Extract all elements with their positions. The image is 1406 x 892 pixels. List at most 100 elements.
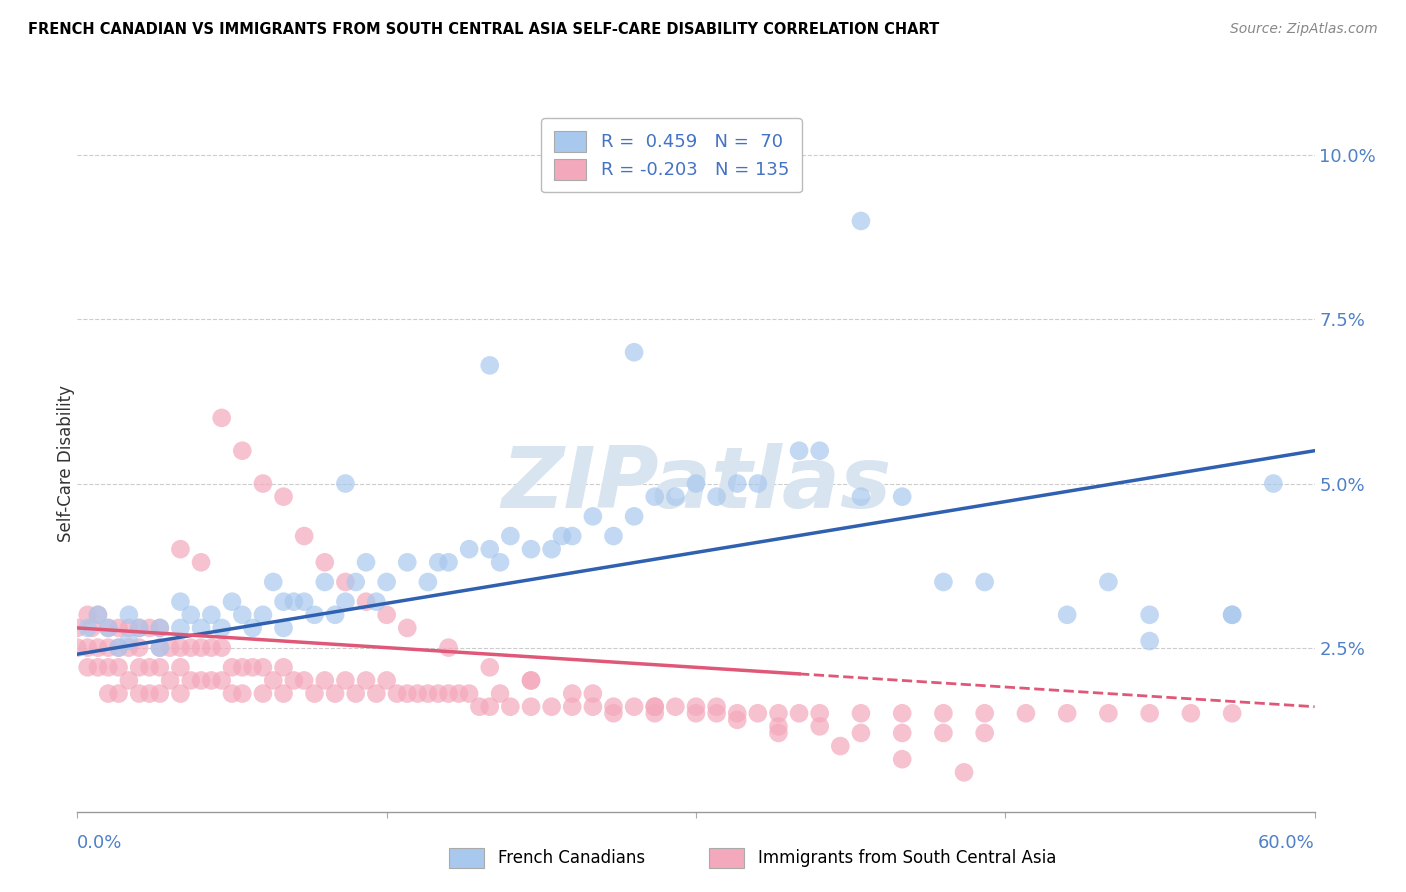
Legend: R =  0.459   N =  70, R = -0.203   N = 135: R = 0.459 N = 70, R = -0.203 N = 135 <box>541 118 801 193</box>
Point <box>323 687 346 701</box>
Point <box>262 673 284 688</box>
Point <box>118 621 141 635</box>
Point <box>159 640 181 655</box>
Point <box>1220 607 1243 622</box>
Point <box>107 640 129 655</box>
Point <box>830 739 852 753</box>
Point <box>725 706 748 721</box>
Point <box>344 574 367 589</box>
Point <box>540 542 562 557</box>
Point <box>76 607 98 622</box>
Point <box>1220 607 1243 622</box>
Point <box>1056 607 1078 622</box>
Point <box>242 621 264 635</box>
Point <box>366 595 388 609</box>
Point <box>66 621 89 635</box>
Point <box>1097 574 1119 589</box>
Point <box>706 490 728 504</box>
Point <box>354 555 377 569</box>
Point <box>375 607 398 622</box>
Point <box>1139 607 1161 622</box>
Point <box>582 509 605 524</box>
Point <box>149 660 172 674</box>
Point <box>107 660 129 674</box>
Point <box>273 621 295 635</box>
Point <box>437 555 460 569</box>
Point <box>973 574 995 589</box>
Point <box>128 660 150 674</box>
Point <box>582 699 605 714</box>
Point <box>304 687 326 701</box>
Point <box>211 410 233 425</box>
Point <box>190 621 212 635</box>
Text: Immigrants from South Central Asia: Immigrants from South Central Asia <box>758 849 1056 867</box>
Point <box>447 687 470 701</box>
Point <box>190 673 212 688</box>
Point <box>478 542 501 557</box>
Point <box>427 555 450 569</box>
Point <box>561 687 583 701</box>
Point <box>76 640 98 655</box>
Point <box>169 640 191 655</box>
Point <box>540 699 562 714</box>
Point <box>849 214 872 228</box>
Point <box>747 476 769 491</box>
Point <box>354 673 377 688</box>
Point <box>375 673 398 688</box>
Point <box>323 607 346 622</box>
Point <box>808 443 831 458</box>
Point <box>354 595 377 609</box>
Point <box>375 574 398 589</box>
Point <box>664 699 686 714</box>
Point <box>169 660 191 674</box>
Point <box>685 699 707 714</box>
Point <box>283 673 305 688</box>
Point <box>725 476 748 491</box>
Point <box>221 660 243 674</box>
Point <box>344 687 367 701</box>
Point <box>138 687 160 701</box>
Point <box>304 607 326 622</box>
Point <box>1139 634 1161 648</box>
Point <box>437 640 460 655</box>
Point <box>1015 706 1038 721</box>
Text: FRENCH CANADIAN VS IMMIGRANTS FROM SOUTH CENTRAL ASIA SELF-CARE DISABILITY CORRE: FRENCH CANADIAN VS IMMIGRANTS FROM SOUTH… <box>28 22 939 37</box>
Point <box>87 660 110 674</box>
Point <box>499 529 522 543</box>
Point <box>76 621 98 635</box>
Point <box>242 660 264 674</box>
Point <box>87 607 110 622</box>
Text: 60.0%: 60.0% <box>1258 834 1315 852</box>
Point <box>602 706 624 721</box>
Point <box>973 726 995 740</box>
Point <box>107 621 129 635</box>
Text: Source: ZipAtlas.com: Source: ZipAtlas.com <box>1230 22 1378 37</box>
Point <box>211 621 233 635</box>
Point <box>416 687 439 701</box>
Point <box>149 621 172 635</box>
Point <box>747 706 769 721</box>
Text: ZIPatlas: ZIPatlas <box>501 443 891 526</box>
Point <box>118 634 141 648</box>
Point <box>118 607 141 622</box>
Point <box>932 706 955 721</box>
Point <box>623 699 645 714</box>
Point <box>768 719 790 733</box>
Point <box>211 640 233 655</box>
Point <box>468 699 491 714</box>
Point <box>283 595 305 609</box>
Point <box>273 490 295 504</box>
Point <box>128 687 150 701</box>
Point <box>76 660 98 674</box>
Point <box>973 706 995 721</box>
Point <box>252 660 274 674</box>
Point <box>953 765 976 780</box>
Point <box>664 490 686 504</box>
Point <box>849 726 872 740</box>
Point <box>200 640 222 655</box>
Point <box>932 726 955 740</box>
Point <box>335 595 357 609</box>
Text: 0.0%: 0.0% <box>77 834 122 852</box>
Point <box>149 640 172 655</box>
Point <box>335 673 357 688</box>
